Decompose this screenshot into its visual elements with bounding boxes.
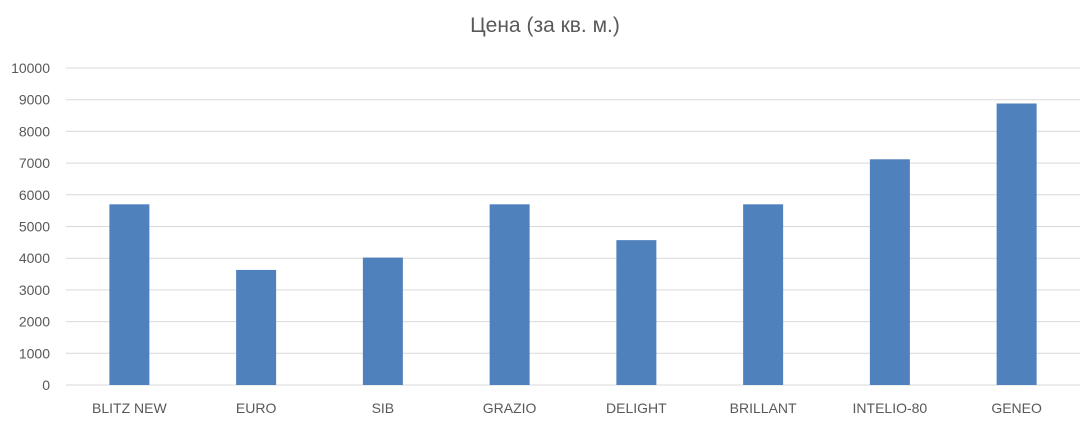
y-tick-label: 6000 — [19, 187, 50, 203]
x-category-label: BRILLANT — [730, 400, 797, 416]
bar-brillant[interactable] — [743, 204, 784, 385]
y-tick-label: 4000 — [19, 250, 50, 266]
x-category-label: GENEO — [991, 400, 1042, 416]
y-tick-label: 0 — [42, 377, 50, 393]
x-category-label: INTELIO-80 — [853, 400, 928, 416]
bar-intelio-80[interactable] — [869, 159, 910, 385]
bar-blitz-new[interactable] — [109, 204, 150, 385]
bar-delight[interactable] — [616, 240, 657, 385]
bar-sib[interactable] — [362, 257, 403, 385]
y-tick-label: 7000 — [19, 155, 50, 171]
y-tick-label: 1000 — [19, 345, 50, 361]
y-tick-label: 5000 — [19, 219, 50, 235]
y-tick-label: 9000 — [19, 92, 50, 108]
x-category-label: EURO — [236, 400, 277, 416]
x-category-label: GRAZIO — [483, 400, 537, 416]
x-category-label: SIB — [372, 400, 395, 416]
x-category-label: DELIGHT — [606, 400, 667, 416]
chart-title: Цена (за кв. м.) — [470, 14, 620, 37]
y-tick-label: 2000 — [19, 314, 50, 330]
y-tick-label: 3000 — [19, 282, 50, 298]
y-tick-label: 10000 — [11, 60, 50, 76]
bar-geneo[interactable] — [996, 103, 1037, 385]
bar-euro[interactable] — [236, 269, 277, 385]
bar-grazio[interactable] — [489, 204, 530, 385]
x-category-label: BLITZ NEW — [92, 400, 167, 416]
y-tick-label: 8000 — [19, 123, 50, 139]
